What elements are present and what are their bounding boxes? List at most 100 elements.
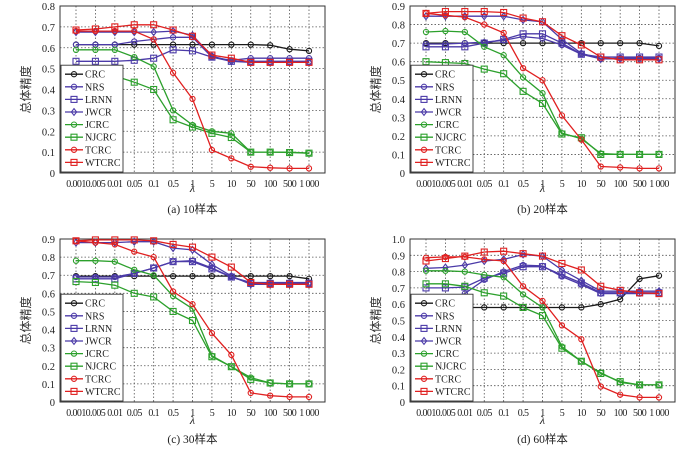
chart-caption: (d) 60样本 — [517, 432, 568, 446]
data-point — [500, 274, 507, 281]
data-point — [655, 394, 663, 401]
x-tick-label: 10 — [577, 408, 586, 419]
legend-label: NRS — [435, 311, 454, 322]
data-point — [227, 263, 235, 271]
legend-marker — [420, 107, 428, 117]
data-point — [188, 123, 197, 131]
legend-label: LRNN — [85, 95, 112, 106]
legend-label: TCRC — [85, 374, 111, 385]
data-point — [558, 344, 566, 352]
x-tick-label: 0.01 — [107, 408, 123, 419]
data-point — [655, 286, 663, 296]
data-point — [461, 39, 468, 47]
x-tick-label: 0.001 — [66, 179, 86, 190]
legend-label: NRS — [85, 82, 104, 93]
data-point — [208, 41, 216, 48]
data-point — [578, 304, 585, 311]
data-point — [208, 265, 216, 273]
legend-marker — [420, 83, 428, 90]
data-point — [305, 393, 313, 401]
x-tick-label: 50 — [246, 179, 255, 190]
legend-marker — [70, 336, 78, 346]
legend-item: NRS — [65, 82, 104, 93]
data-point — [558, 130, 566, 138]
data-point — [539, 304, 546, 311]
series-wtcrc — [422, 8, 663, 64]
legend-marker — [420, 121, 428, 128]
legend-item: NJCRC — [65, 133, 116, 144]
data-point — [131, 38, 138, 45]
data-point — [286, 58, 294, 66]
data-point — [500, 29, 507, 37]
series-lrnn — [72, 46, 313, 65]
data-point — [577, 357, 585, 365]
data-point — [539, 90, 546, 97]
data-point — [286, 280, 294, 288]
data-point — [480, 248, 488, 256]
data-point — [189, 95, 196, 103]
data-point — [655, 272, 663, 279]
legend-label: CRC — [435, 299, 455, 310]
x-tick-label: 0.005 — [86, 179, 106, 190]
legend-marker — [420, 312, 428, 319]
data-point — [636, 56, 644, 64]
x-tick-label: 500 — [283, 408, 297, 419]
legend-marker — [70, 300, 78, 307]
data-point — [169, 69, 177, 76]
legend-marker — [420, 146, 428, 153]
y-tick-label: 0.2 — [392, 132, 405, 143]
legend-marker — [70, 146, 78, 153]
data-point — [189, 41, 196, 48]
data-point — [500, 257, 507, 265]
y-tick-label: 0.2 — [42, 127, 55, 138]
x-tick-label: 0.01 — [107, 179, 123, 190]
legend-box — [60, 293, 124, 402]
data-point — [169, 26, 177, 34]
legend-item: WTCRC — [415, 387, 471, 398]
legend-label: LRNN — [435, 95, 462, 106]
data-point — [150, 253, 157, 261]
x-tick-label: 100 — [264, 179, 278, 190]
series-line — [425, 12, 659, 170]
plot-frame — [409, 5, 676, 174]
data-point — [481, 271, 488, 279]
legend-item: JWCR — [65, 108, 112, 119]
data-point — [111, 236, 119, 244]
data-point — [305, 58, 313, 66]
data-point — [441, 280, 449, 288]
legend-item: WTCRC — [415, 158, 471, 169]
data-point — [247, 272, 254, 280]
chart-caption: (b) 20样本 — [517, 202, 568, 216]
legend-label: CRC — [435, 70, 455, 81]
data-point — [539, 297, 546, 305]
data-point — [597, 282, 605, 290]
legend-item: LRNN — [65, 95, 112, 106]
data-point — [72, 46, 80, 53]
y-tick-label: 0 — [400, 398, 405, 409]
y-tick-label: 0.7 — [392, 284, 405, 295]
y-tick-label: 1.0 — [392, 235, 405, 246]
data-point — [558, 304, 566, 311]
x-tick-label: 100 — [614, 179, 628, 190]
y-axis-label: 总体精度 — [18, 296, 33, 344]
legend-item: TCRC — [65, 374, 111, 385]
series-line — [75, 240, 309, 398]
data-point — [305, 380, 313, 388]
y-tick-label: 0.3 — [392, 113, 405, 124]
data-point — [286, 165, 293, 172]
data-point — [72, 57, 80, 65]
data-point — [266, 379, 274, 387]
x-tick-label: 0.05 — [477, 408, 493, 419]
legend-label: CRC — [85, 299, 105, 310]
data-point — [169, 116, 177, 124]
data-point — [519, 30, 527, 38]
y-tick-label: 0.6 — [42, 289, 55, 300]
y-tick-label: 0.1 — [42, 380, 55, 391]
data-point — [228, 351, 235, 359]
y-axis-label: 总体精度 — [18, 65, 33, 113]
data-point — [227, 54, 235, 62]
legend-label: NRS — [435, 82, 454, 93]
legend-marker — [420, 324, 428, 332]
data-point — [577, 41, 585, 49]
